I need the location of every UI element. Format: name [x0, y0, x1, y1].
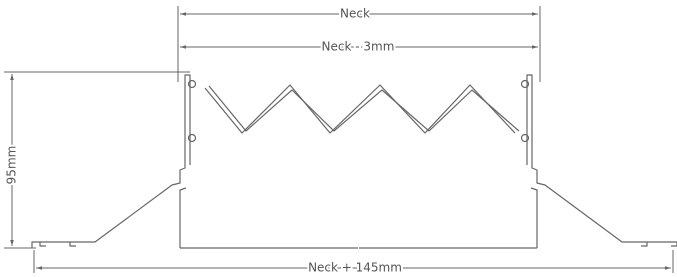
- dim-inner-label: Neck - 3mm: [322, 40, 395, 54]
- blades-inner: [209, 86, 519, 131]
- dim-bottom-label: Neck + 145mm: [308, 261, 402, 275]
- profile-left: [32, 75, 358, 248]
- dim-top-label: Neck: [340, 7, 370, 21]
- profile-right: [359, 75, 677, 248]
- dim-height-label: 95mm: [5, 146, 19, 185]
- drawing: Neck Neck - 3mm 95mm Neck + 145mm: [0, 0, 677, 277]
